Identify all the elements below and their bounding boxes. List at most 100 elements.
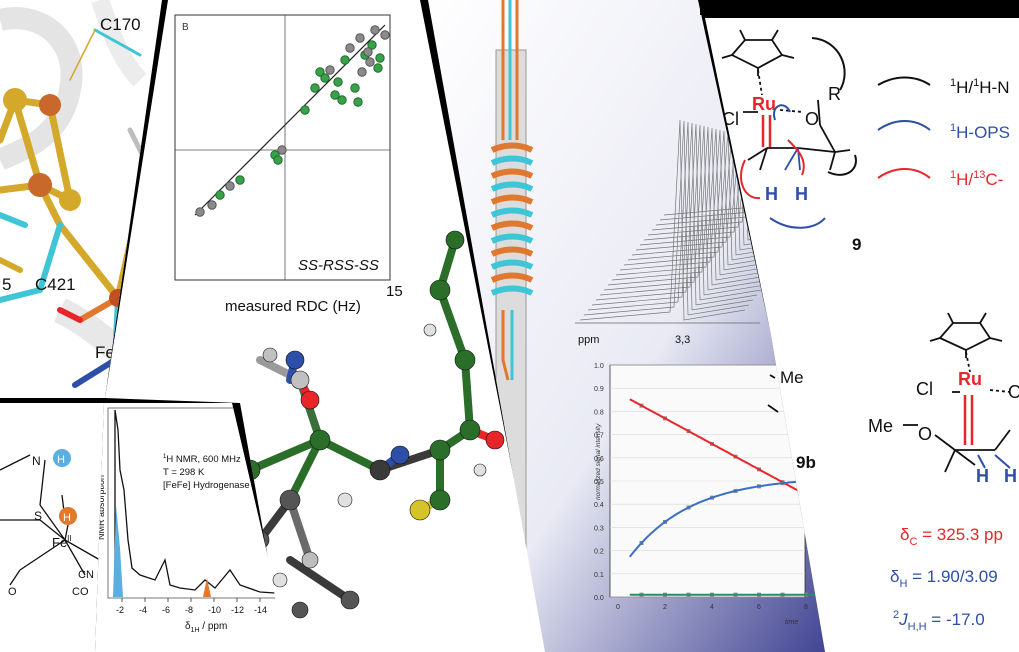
h-label-d: H xyxy=(1004,466,1017,486)
rdc-point xyxy=(215,190,225,200)
stacked-trace xyxy=(619,129,786,271)
rdc-point xyxy=(273,155,283,165)
rdc-point xyxy=(373,63,383,73)
rdc-point xyxy=(315,67,325,77)
molecule-atom xyxy=(429,489,451,511)
nmr-ylabel: NMR absorption xyxy=(96,475,106,540)
stacked-trace xyxy=(599,124,766,296)
decay-y-tick: 0.3 xyxy=(594,525,604,532)
nmr-tick-label: -12 xyxy=(231,605,244,615)
h-label-a: H xyxy=(765,184,778,204)
coil-winding xyxy=(490,142,534,153)
coil-winding xyxy=(490,220,534,231)
nmr-legend-line3: [FeFe] Hydrogenase xyxy=(163,480,250,491)
molecule-atom xyxy=(309,429,331,451)
rdc-point xyxy=(310,83,320,93)
h-label-blue: H xyxy=(57,454,65,466)
molecule-atom xyxy=(340,590,360,610)
coil-windings xyxy=(490,142,534,296)
h-label-c: H xyxy=(976,466,989,486)
molecule-atom xyxy=(300,390,320,410)
molecule-atom xyxy=(279,489,301,511)
molecule-atom xyxy=(285,350,305,370)
ppm-label: ppm xyxy=(578,334,599,346)
rdc-point xyxy=(345,43,355,53)
cl-label-bottom: Cl xyxy=(916,379,933,399)
coil-winding xyxy=(490,168,534,179)
decay-time-label: time xyxy=(785,619,798,626)
molecule-atom xyxy=(429,439,451,461)
decay-y-tick: 0.7 xyxy=(594,433,604,440)
stacked-trace xyxy=(595,123,762,301)
compound-9-label: 9 xyxy=(852,235,861,254)
coil-winding xyxy=(490,194,534,205)
peak-fill-blue xyxy=(113,505,123,597)
rdc-point xyxy=(353,97,363,107)
rdc-point xyxy=(320,73,330,83)
cn-label: CN xyxy=(78,569,94,581)
rdc-point xyxy=(333,77,343,87)
h-label-b: H xyxy=(795,184,808,204)
molecule-atom xyxy=(369,459,391,481)
molecule-atom xyxy=(473,463,487,477)
delta-c-value: δC = 325.3 pp xyxy=(900,525,1003,548)
compound-9b-label: 9b xyxy=(796,453,816,472)
nh-label: N xyxy=(32,454,41,468)
j-coupling-value: 2JH,H = -17.0 xyxy=(893,609,985,633)
coil-winding xyxy=(490,181,534,192)
co-left-label: O xyxy=(8,586,17,598)
ru-label-top: Ru xyxy=(752,94,776,114)
meo-label: Me xyxy=(868,416,893,436)
sulfur-atom xyxy=(59,189,81,211)
rdc-point xyxy=(340,55,350,65)
molecule-atom xyxy=(459,419,481,441)
rdc-tick-right: 15 xyxy=(386,283,403,300)
rdc-point xyxy=(350,83,360,93)
spectrum-trace xyxy=(114,409,290,595)
peak-fill-orange xyxy=(203,578,211,597)
decay-y-tick: 0.2 xyxy=(594,549,604,556)
decay-x-tick: 4 xyxy=(710,604,714,611)
ru-label-bottom: Ru xyxy=(958,369,982,389)
rdc-point xyxy=(300,105,310,115)
nmr-legend-line1: 1H NMR, 600 MHz xyxy=(163,454,241,465)
decay-x-tick: 6 xyxy=(757,604,761,611)
molecule-atom xyxy=(262,347,278,363)
fe-label: FeII xyxy=(52,534,72,550)
rdc-point xyxy=(195,207,205,217)
molecule-atom xyxy=(337,492,353,508)
rdc-point xyxy=(357,67,367,77)
coil-winding xyxy=(490,155,534,166)
ppm-value: 3,3 xyxy=(675,334,690,346)
hydride-h-orange xyxy=(59,507,77,525)
stacked-trace xyxy=(603,125,770,291)
decay-x-tick: 0 xyxy=(616,604,620,611)
nmr-tick-label: -6 xyxy=(162,605,170,615)
coil-winding xyxy=(490,259,534,270)
coil-winding xyxy=(490,246,534,257)
decay-y-tick: 0.4 xyxy=(594,502,604,509)
molecule-atoms xyxy=(239,230,505,619)
rdc-xlabel: measured RDC (Hz) xyxy=(225,298,361,315)
molecule-atom xyxy=(390,445,410,465)
stacked-trace xyxy=(591,122,758,306)
rdc-stereo-label: SS-RSS-SS xyxy=(298,257,379,274)
decay-plot-axes: 1.0 0.9 0.8 0.7 0.6 0.5 0.4 0.3 0.2 0.1 0.0 0 2 4 6 8 xyxy=(594,363,808,611)
molecule-atom xyxy=(445,230,465,250)
coil-winding xyxy=(490,272,534,283)
molecule-atom xyxy=(272,572,288,588)
decay-ylabel: normalized signal intensity xyxy=(595,423,602,500)
rdc-corner-label: B xyxy=(182,22,189,33)
nmr-tick-label: -4 xyxy=(139,605,147,615)
coil-winding xyxy=(490,285,534,296)
molecule-atom xyxy=(301,551,319,569)
molecule-atom xyxy=(454,349,476,371)
molecule-atom xyxy=(291,601,309,619)
delta-h-value: δH = 1.90/3.09 xyxy=(890,567,998,590)
rdc-point xyxy=(330,90,340,100)
rdc-point xyxy=(367,40,377,50)
o-label-bottom: O xyxy=(1008,382,1019,402)
h-label-orange: H xyxy=(63,512,71,524)
coil-winding xyxy=(490,233,534,244)
molecule-atom xyxy=(409,499,431,521)
